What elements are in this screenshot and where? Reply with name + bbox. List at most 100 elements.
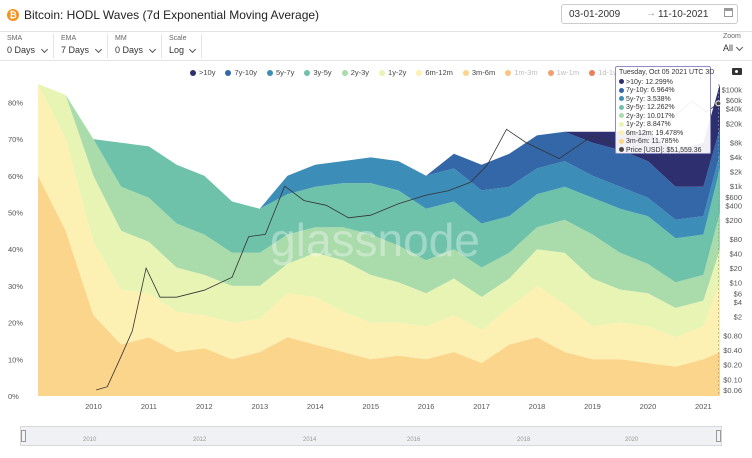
legend-item-7y-10y[interactable]: 7y-10y bbox=[225, 68, 257, 77]
glassnode-watermark: glassnode bbox=[270, 214, 480, 266]
time-navigator[interactable]: 2010 2012 2014 2016 2018 2020 bbox=[20, 426, 722, 446]
zoom-value: All bbox=[723, 43, 734, 53]
tooltip-row: 5y-7y: 3.538% bbox=[619, 96, 707, 105]
x-tick-label: 2016 bbox=[418, 402, 435, 411]
x-tick-label: 2018 bbox=[529, 402, 546, 411]
y-tick-label: 60% bbox=[8, 172, 23, 181]
legend-item-3y-5y[interactable]: 3y-5y bbox=[304, 68, 332, 77]
date-to[interactable]: 11-10-2021 bbox=[658, 9, 709, 20]
chevron-down-icon bbox=[735, 43, 744, 52]
legend-label: >10y bbox=[199, 68, 216, 77]
legend-label: 3m-6m bbox=[471, 68, 496, 77]
tooltip-label: 3m-6m: 11.785% bbox=[626, 138, 679, 145]
area-band-3y-5y bbox=[38, 84, 720, 283]
navigator-year-label: 2020 bbox=[625, 437, 639, 443]
legend-dot bbox=[304, 70, 311, 77]
legend-dot bbox=[341, 70, 348, 77]
area-band-5y-7y bbox=[38, 84, 720, 239]
legend-label: 5y-7y bbox=[276, 68, 295, 77]
legend-dot bbox=[547, 70, 554, 77]
tooltip-row: 7y-10y: 6.964% bbox=[619, 87, 707, 96]
legend-item-1m-3m[interactable]: 1m-3m bbox=[505, 68, 538, 77]
tooltip-label: 1y-2y: 8.847% bbox=[626, 121, 671, 128]
price-tick-label: $20k bbox=[726, 119, 743, 128]
tooltip-label: 3y-5y: 12.262% bbox=[626, 104, 675, 111]
x-tick-label: 2013 bbox=[251, 402, 268, 411]
legend-item-6m-12m[interactable]: 6m-12m bbox=[416, 68, 453, 77]
mm-select[interactable]: MM 0 Days bbox=[108, 34, 162, 58]
camera-icon[interactable] bbox=[732, 68, 742, 75]
navigator-year-label: 2010 bbox=[83, 437, 97, 443]
legend-item-1y-2y[interactable]: 1y-2y bbox=[379, 68, 406, 77]
area-band-6m-12m bbox=[38, 84, 720, 367]
navigator-right-handle[interactable] bbox=[716, 430, 721, 442]
price-tick-label: $10 bbox=[729, 279, 742, 288]
legend-dot bbox=[225, 70, 232, 77]
price-tick-label: $600 bbox=[725, 193, 742, 202]
navigator-year-label: 2016 bbox=[407, 437, 421, 443]
tooltip-date: Tuesday, Oct 05 2021 UTC 3D bbox=[619, 69, 714, 78]
tooltip-dot bbox=[619, 79, 624, 85]
x-tick-label: 2021 bbox=[695, 402, 712, 411]
price-tick-label: $2k bbox=[730, 168, 742, 177]
legend-label: 1y-2y bbox=[388, 68, 407, 77]
chevron-down-icon bbox=[94, 45, 103, 54]
legend-item-10y[interactable]: >10y bbox=[190, 68, 215, 77]
date-range-picker[interactable]: 03-01-2009 → 11-10-2021 bbox=[561, 4, 738, 24]
price-tick-label: $80 bbox=[729, 235, 742, 244]
tooltip-dot bbox=[619, 121, 624, 127]
x-tick-label: 2015 bbox=[362, 402, 379, 411]
sma-select[interactable]: SMA 0 Days bbox=[0, 34, 54, 58]
ema-select[interactable]: EMA 7 Days bbox=[54, 34, 108, 58]
price-tick-label: $20 bbox=[729, 264, 742, 273]
x-tick-label: 2020 bbox=[640, 402, 657, 411]
sma-label: SMA bbox=[7, 35, 23, 42]
tooltip-dot bbox=[619, 96, 624, 102]
price-tick-label: $40k bbox=[726, 105, 743, 114]
scale-select[interactable]: Scale Log bbox=[162, 34, 202, 58]
tooltip-row: Price [USD]: $51,559.36 bbox=[619, 147, 707, 156]
navigator-left-handle[interactable] bbox=[21, 430, 26, 442]
legend-item-2y-3y[interactable]: 2y-3y bbox=[341, 68, 370, 77]
tooltip-label: 6m-12m: 19.478% bbox=[626, 129, 684, 137]
legend-item-5y-7y[interactable]: 5y-7y bbox=[267, 68, 294, 77]
tooltip-label: Price [USD]: $51,559.36 bbox=[626, 146, 702, 154]
y-tick-label: 20% bbox=[8, 319, 23, 328]
area-band-3m-6m bbox=[38, 175, 720, 396]
hodl-waves-chart[interactable]: glassnode 0% 10% 20% 30% 40% 50% 60% 70% 80% $0.06… bbox=[0, 60, 752, 426]
x-tick-label: 2019 bbox=[584, 402, 601, 411]
price-tick-label: $40 bbox=[729, 250, 742, 259]
date-from[interactable]: 03-01-2009 bbox=[569, 9, 621, 20]
chart-legend: >10y 7y-10y 5y-7y 3y-5y 2y-3y 1y-2y 6m-12m 3m-6… bbox=[190, 68, 629, 80]
tooltip-dot bbox=[619, 130, 624, 136]
chart-title: Bitcoin: HODL Waves (7d Exponential Movi… bbox=[24, 8, 320, 22]
y-tick-label: 30% bbox=[8, 282, 23, 291]
scale-value: Log bbox=[169, 45, 185, 55]
price-tick-label: $6 bbox=[734, 289, 742, 298]
price-tick-label: $1k bbox=[730, 182, 742, 191]
legend-item-3m-6m[interactable]: 3m-6m bbox=[462, 68, 496, 77]
y-tick-label: 50% bbox=[8, 208, 23, 217]
tooltip-dot bbox=[619, 104, 624, 110]
tooltip-dot bbox=[619, 87, 624, 93]
legend-item-1w-1m[interactable]: 1w-1m bbox=[547, 68, 579, 77]
mm-label: MM bbox=[115, 35, 127, 42]
calendar-icon[interactable] bbox=[724, 8, 733, 17]
tooltip-row: >10y: 12.299% bbox=[619, 79, 707, 88]
tooltip-dot bbox=[619, 147, 624, 153]
chart-tooltip: Tuesday, Oct 05 2021 UTC 3D >10y: 12.299… bbox=[615, 66, 714, 156]
area-band-7y-10y bbox=[38, 84, 720, 220]
tooltip-dot bbox=[619, 113, 624, 119]
legend-label: 3y-5y bbox=[313, 68, 332, 77]
zoom-select[interactable]: Zoom All bbox=[722, 32, 750, 58]
tooltip-label: 7y-10y: 6.964% bbox=[626, 87, 675, 94]
legend-label: 1d-1w bbox=[598, 68, 619, 77]
scale-label: Scale bbox=[169, 35, 187, 42]
tooltip-row: 3m-6m: 11.785% bbox=[619, 138, 707, 147]
tooltip-dot bbox=[619, 138, 624, 144]
navigator-year-label: 2012 bbox=[193, 437, 207, 443]
price-tick-label: $400 bbox=[725, 201, 742, 210]
y-tick-label: 10% bbox=[8, 355, 23, 364]
legend-item-1d-1w[interactable]: 1d-1w bbox=[589, 68, 619, 77]
legend-label: 2y-3y bbox=[350, 68, 370, 77]
